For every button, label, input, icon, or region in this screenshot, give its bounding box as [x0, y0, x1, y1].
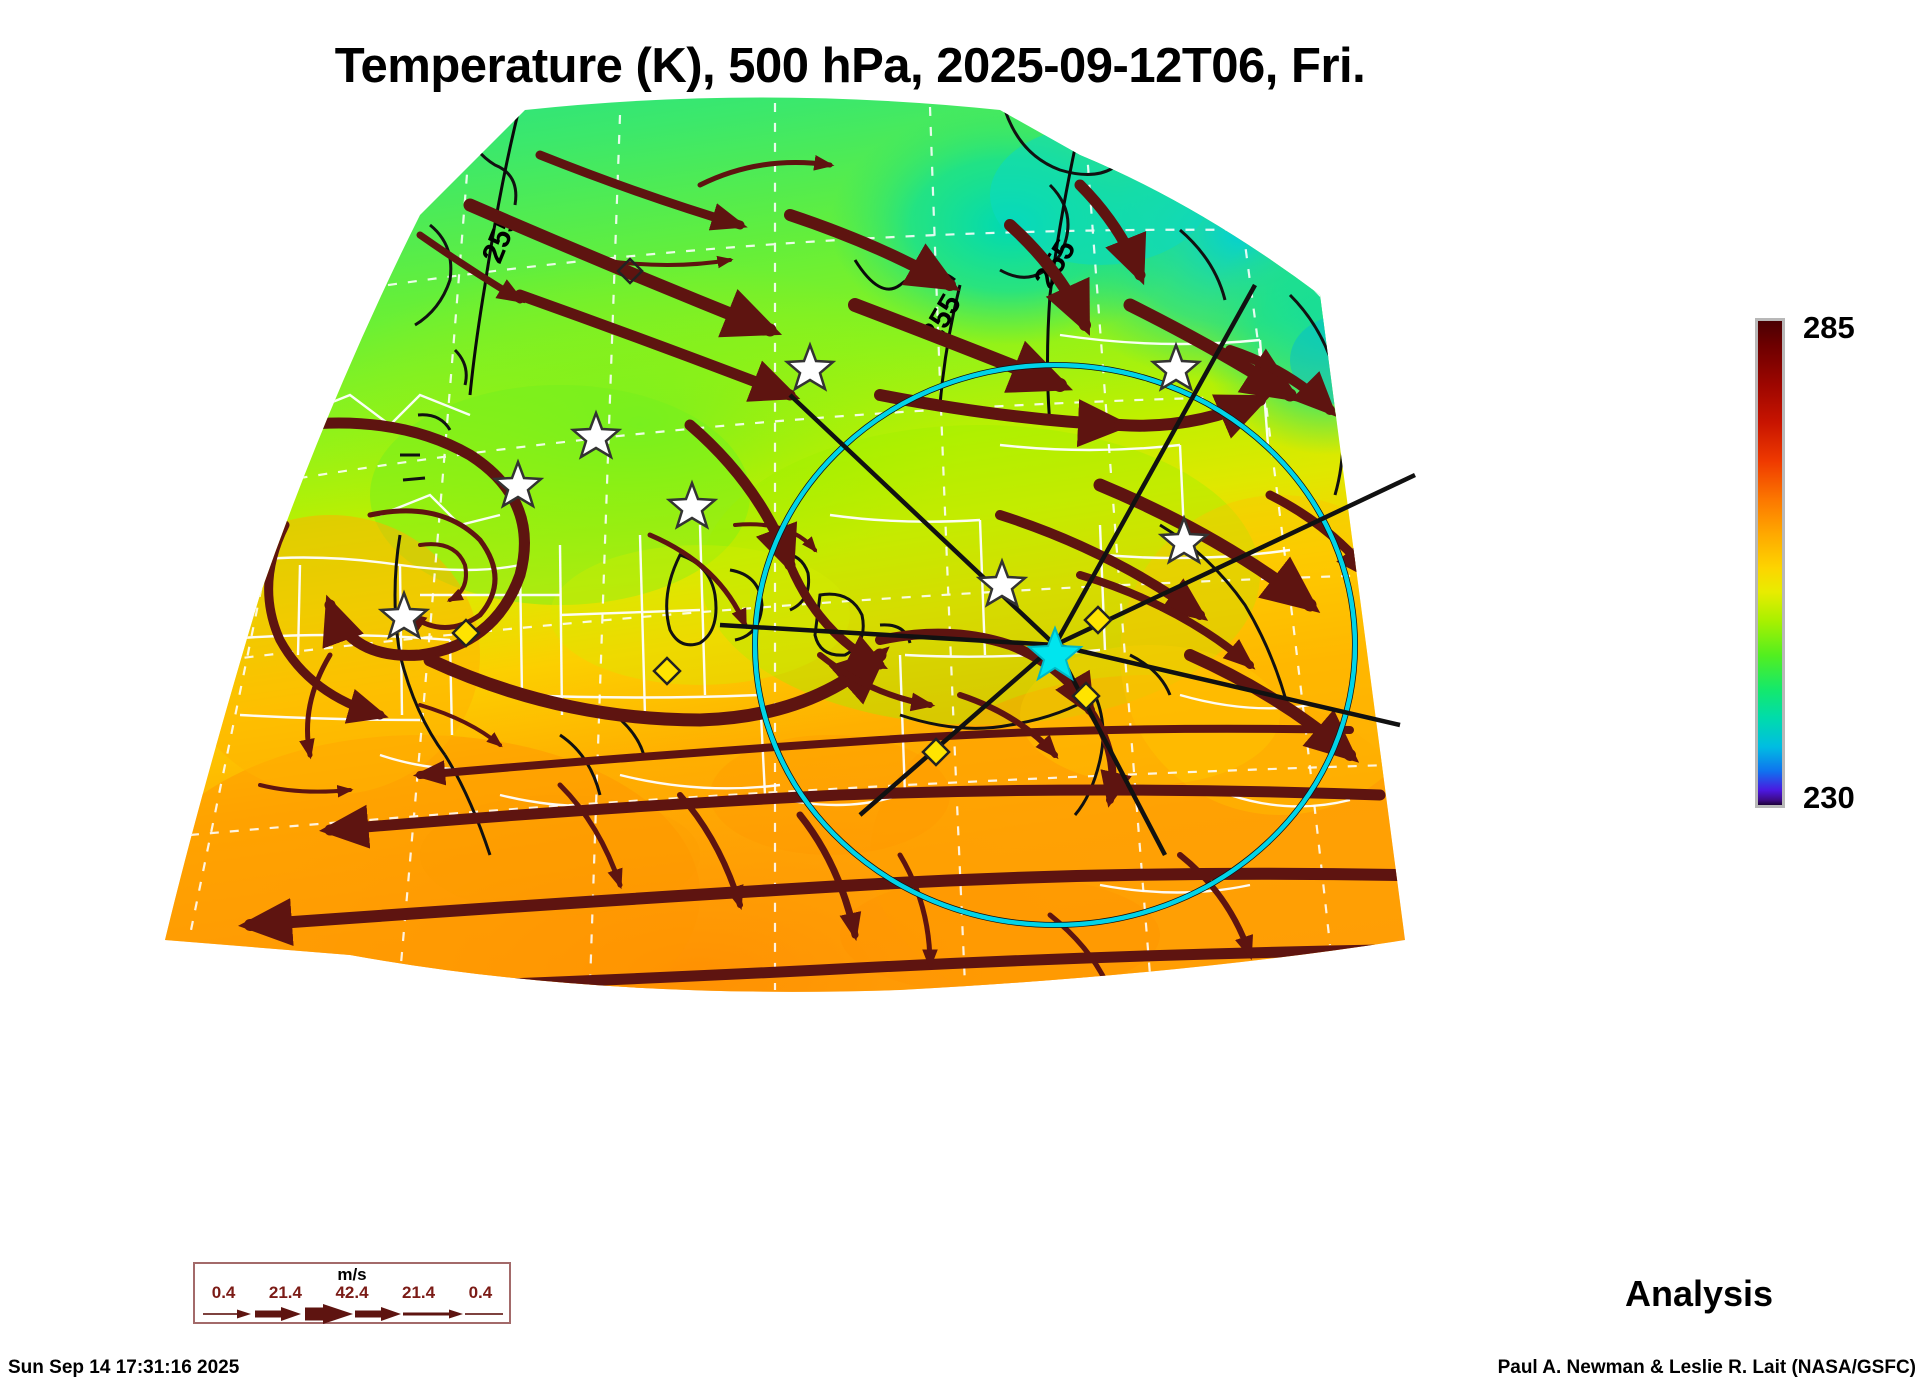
- colorbar-max-label: 285: [1803, 310, 1855, 345]
- wind-legend-values: 0.4 21.4 42.4 21.4 0.4: [195, 1283, 509, 1303]
- wind-value-4: 0.4: [468, 1283, 493, 1302]
- wind-value-0: 0.4: [211, 1283, 236, 1302]
- colorbar-min-label: 230: [1803, 780, 1855, 815]
- wind-value-2: 42.4: [335, 1283, 369, 1302]
- wind-value-3: 21.4: [402, 1283, 436, 1302]
- wind-value-1: 21.4: [268, 1283, 302, 1302]
- map-panel[interactable]: 255 255 255: [0, 95, 1520, 1095]
- wind-speed-legend: m/s 0.4 21.4 42.4 21.4 0.4: [193, 1262, 511, 1324]
- flight-tracks: [719, 283, 1416, 857]
- range-circle: [752, 362, 1358, 928]
- station-star-icon: [377, 341, 1211, 640]
- generated-timestamp: Sun Sep 14 17:31:16 2025: [8, 1357, 240, 1378]
- page-title: Temperature (K), 500 hPa, 2025-09-12T06,…: [334, 39, 1366, 93]
- hub-star-icon[interactable]: [1026, 625, 1084, 682]
- map-markers[interactable]: [377, 257, 1211, 767]
- author-credit: Paul A. Newman & Leslie R. Lait (NASA/GS…: [1497, 1357, 1916, 1378]
- analysis-label: Analysis: [1625, 1273, 1774, 1314]
- colorbar: 285 230: [1755, 310, 1915, 818]
- marker-diamond-outline-icon: [616, 257, 644, 285]
- wind-legend-units: m/s: [337, 1265, 367, 1284]
- colorbar-gradient: [1755, 318, 1785, 808]
- wind-legend-arrow-scale: [203, 1304, 503, 1324]
- waypoint-diamond-icon: [451, 605, 1113, 767]
